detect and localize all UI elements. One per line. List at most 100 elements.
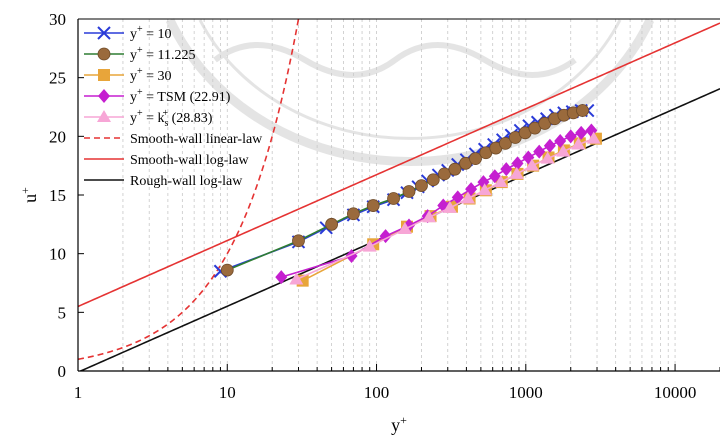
y-tick-label: 15: [49, 186, 66, 205]
legend-label: y+ = ks+ (28.83): [130, 108, 213, 129]
legend-label: y+ = 11.225: [130, 45, 196, 63]
series-2: [220, 104, 589, 277]
legend-label-part: +: [137, 66, 143, 77]
legend-label-part: +: [137, 24, 143, 35]
data-point: [500, 162, 513, 177]
data-point: [554, 134, 567, 149]
data-point: [451, 190, 464, 205]
series-5: [289, 131, 601, 285]
x-tick-label: 1: [74, 383, 83, 402]
data-point: [564, 129, 577, 144]
legend-entry: Smooth-wall log-law: [84, 153, 249, 168]
legend-label-part: y: [130, 111, 137, 126]
legend-label-part: = 30: [143, 69, 172, 84]
legend-label-part: = k: [143, 111, 165, 126]
data-point: [533, 144, 546, 159]
legend-label: Smooth-wall linear-law: [130, 132, 263, 147]
data-point: [387, 192, 400, 205]
legend-entry: Rough-wall log-law: [84, 174, 243, 189]
y-axis-label-sup: +: [18, 187, 32, 194]
data-point: [220, 263, 234, 277]
legend-label-part: y: [130, 90, 137, 105]
legend-label-part: y: [130, 48, 137, 63]
data-point: [509, 166, 524, 179]
legend-label-part: +: [137, 45, 143, 56]
data-point: [345, 249, 358, 264]
legend-entry: y+ = 10: [84, 24, 172, 42]
reference-line: [78, 22, 720, 308]
data-point: [442, 200, 457, 213]
legend-label: Smooth-wall log-law: [130, 153, 249, 168]
legend-entry: y+ = 11.225: [84, 45, 196, 63]
legend-label-part: = 11.225: [143, 48, 196, 63]
x-axis-label: y+: [391, 413, 407, 435]
x-axis-label-base: y: [391, 415, 400, 435]
data-point: [575, 125, 588, 140]
legend-entry: y+ = TSM (22.91): [84, 87, 231, 105]
legend-label: y+ = 30: [130, 66, 172, 84]
data-point: [347, 207, 360, 221]
data-point: [543, 138, 556, 153]
data-point: [556, 144, 571, 157]
legend-label-part: = TSM (22.91): [143, 90, 231, 105]
data-point: [586, 131, 601, 144]
x-tick-label: 10: [219, 383, 236, 402]
data-point: [571, 137, 586, 150]
legend-label-part: s: [165, 118, 169, 129]
data-point: [397, 222, 412, 235]
data-series: [213, 103, 602, 287]
legend-label: y+ = 10: [130, 24, 172, 42]
data-point: [366, 199, 380, 212]
data-point: [426, 173, 440, 187]
legend-label-part: +: [137, 108, 143, 119]
reference-line: [78, 19, 300, 361]
data-point: [289, 272, 304, 285]
data-point: [415, 179, 428, 193]
data-point: [325, 217, 338, 231]
y-tick-label: 30: [49, 10, 66, 29]
x-tick-label: 10000: [654, 383, 697, 402]
legend-label-part: y: [130, 69, 137, 84]
x-tick-label: 100: [364, 383, 390, 402]
legend-label-part: y: [130, 27, 137, 42]
legend-marker: [97, 26, 111, 40]
data-point: [511, 156, 524, 171]
legend-label: Rough-wall log-law: [130, 174, 243, 189]
data-point: [402, 185, 416, 198]
y-tick-label: 10: [49, 245, 66, 264]
data-point: [540, 151, 555, 164]
data-point: [362, 239, 377, 252]
legend-label-part: +: [137, 87, 143, 98]
legend-label-part: +: [162, 108, 168, 119]
data-point: [292, 234, 305, 248]
watermark-seal: [165, 18, 655, 167]
y-tick-label: 5: [58, 303, 67, 322]
data-point: [477, 183, 492, 196]
data-point: [493, 175, 508, 188]
data-point: [275, 270, 288, 285]
y-tick-label: 20: [49, 127, 66, 146]
data-point: [524, 158, 539, 171]
data-point: [461, 191, 476, 204]
legend-label-part: (28.83): [168, 111, 213, 126]
y-tick-label: 0: [58, 362, 67, 381]
data-point: [448, 162, 462, 176]
x-tick-label: 1000: [509, 383, 543, 402]
legend-label-part: = 10: [143, 27, 172, 42]
data-point: [477, 175, 490, 190]
data-point: [576, 104, 589, 117]
y-tick-label: 25: [49, 69, 66, 88]
data-point: [422, 210, 437, 223]
data-point: [488, 169, 501, 184]
y-axis-label-base: u: [20, 194, 40, 203]
legend-label: y+ = TSM (22.91): [130, 87, 231, 105]
legend-entry: Smooth-wall linear-law: [84, 132, 263, 147]
legend-marker: [97, 110, 111, 122]
data-point: [498, 136, 512, 150]
data-point: [469, 152, 482, 166]
legend-entry: y+ = 30: [84, 66, 172, 84]
